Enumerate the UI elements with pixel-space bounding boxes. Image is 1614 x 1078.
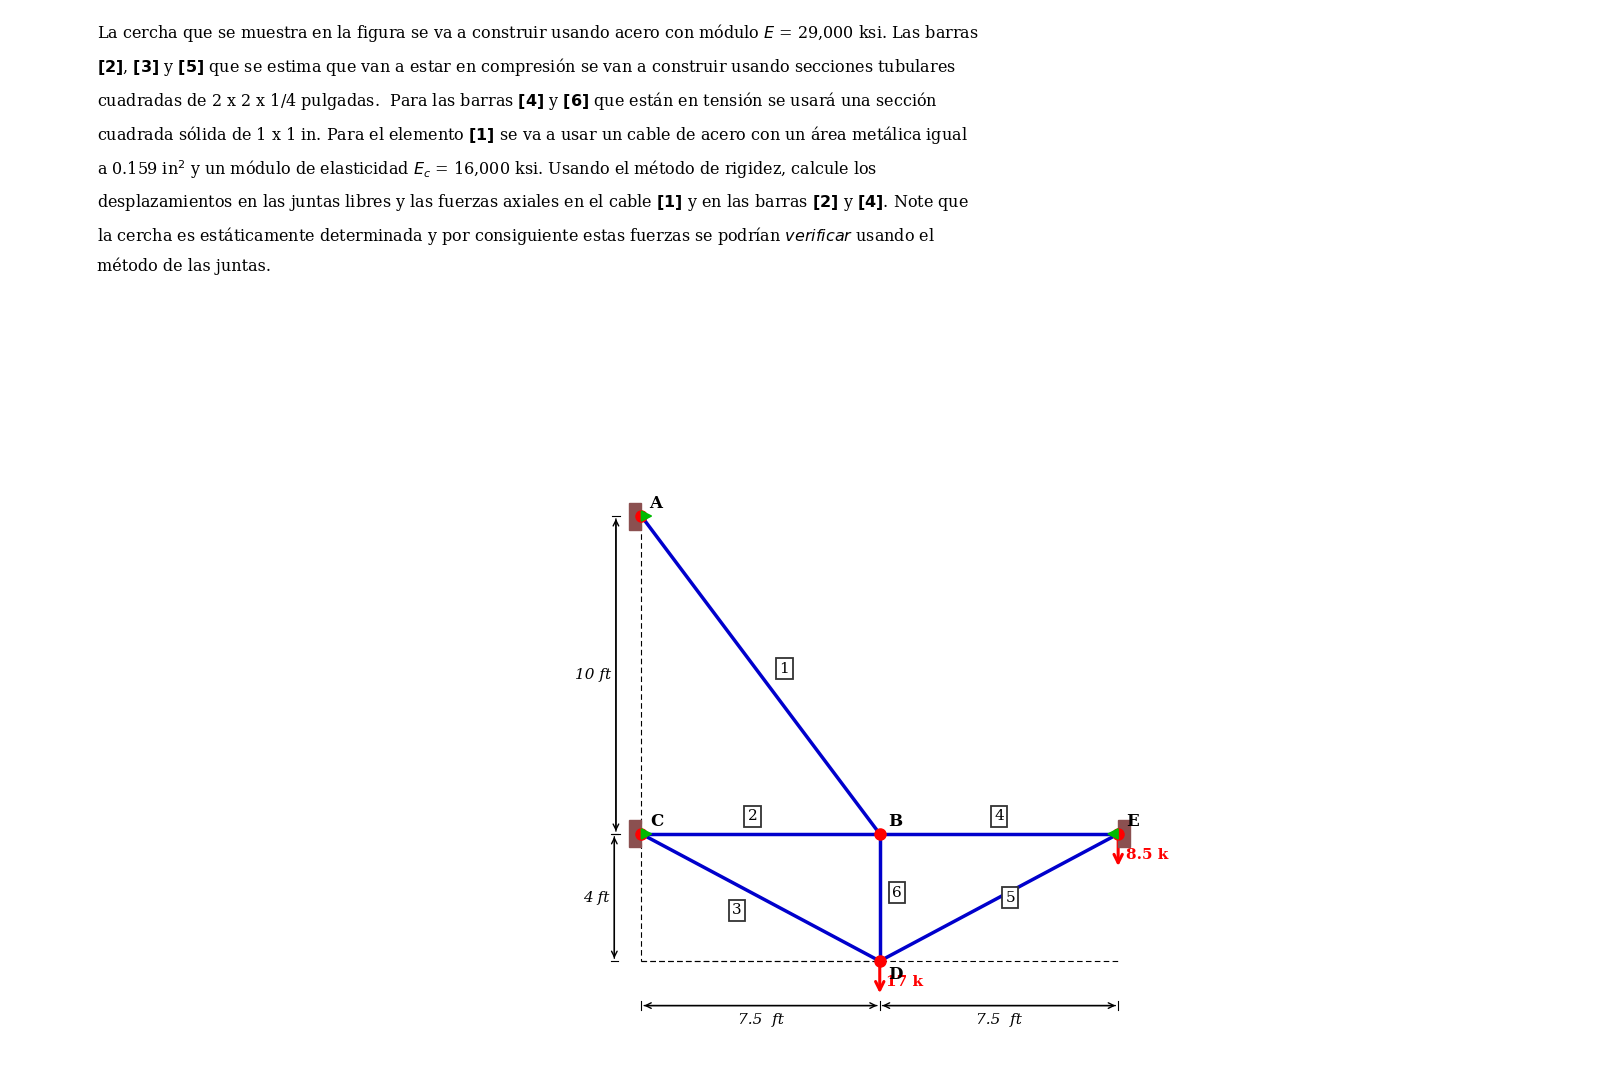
Text: 1: 1	[780, 662, 789, 676]
Text: 6: 6	[893, 886, 902, 900]
Text: A: A	[649, 495, 662, 512]
Text: 7.5  ft: 7.5 ft	[738, 1013, 783, 1027]
Text: 17 k: 17 k	[886, 976, 923, 989]
Text: 10 ft: 10 ft	[575, 668, 612, 682]
Polygon shape	[1107, 829, 1119, 839]
Bar	[629, 820, 641, 847]
Bar	[629, 502, 641, 529]
Text: 3: 3	[731, 903, 741, 917]
Text: B: B	[888, 813, 902, 830]
Polygon shape	[641, 829, 652, 839]
Text: 2: 2	[747, 810, 757, 824]
Bar	[1119, 820, 1130, 847]
Text: C: C	[650, 813, 663, 830]
Text: 4: 4	[994, 810, 1004, 824]
Text: D: D	[889, 966, 904, 982]
Text: 5: 5	[1006, 890, 1015, 904]
Text: 8.5 k: 8.5 k	[1127, 848, 1169, 862]
Text: 4 ft: 4 ft	[583, 890, 610, 904]
Text: La cercha que se muestra en la figura se va a construir usando acero con módulo : La cercha que se muestra en la figura se…	[97, 22, 978, 275]
Text: 7.5  ft: 7.5 ft	[976, 1013, 1022, 1027]
Text: E: E	[1127, 813, 1139, 830]
Polygon shape	[641, 511, 652, 521]
